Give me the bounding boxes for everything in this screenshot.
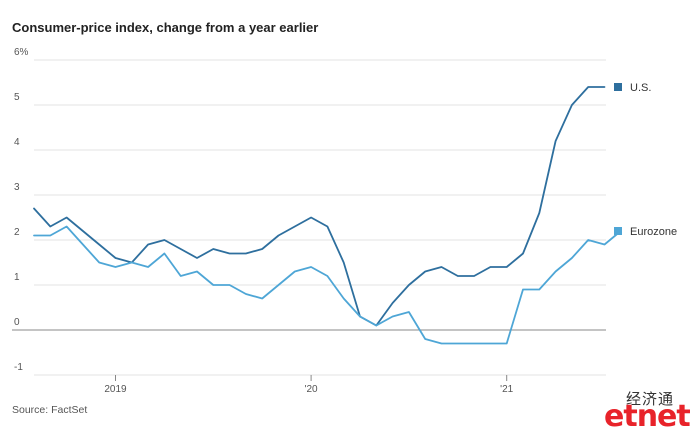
y-axis-ticks: 6% 5 4 3 2 1 0 -1: [14, 47, 29, 373]
series-lines: [33, 86, 622, 345]
x-tick-label: '20: [305, 384, 318, 395]
y-tick-label: -1: [14, 362, 23, 373]
legend-swatch: [614, 83, 622, 91]
legend-label: Eurozone: [630, 226, 677, 238]
y-tick-label: 3: [14, 182, 20, 193]
x-tick-label: '21: [500, 384, 513, 395]
series-line-us: [33, 86, 606, 327]
legend-label: U.S.: [630, 82, 651, 94]
chart-title: Consumer-price index, change from a year…: [12, 20, 319, 35]
source-note: Source: FactSet: [12, 404, 88, 416]
watermark-logo-cn: 经济通: [626, 390, 675, 408]
y-tick-label: 2: [14, 227, 20, 238]
series-line-eurozone: [33, 225, 622, 345]
x-axis-ticks: 2019 '20 '21: [104, 375, 514, 395]
legend: U.S. Eurozone: [614, 82, 677, 238]
y-tick-label: 5: [14, 92, 20, 103]
legend-swatch: [614, 227, 622, 235]
y-tick-label: 4: [14, 137, 20, 148]
y-tick-label: 0: [14, 317, 20, 328]
x-tick-label: 2019: [104, 384, 127, 395]
watermark-logo-en: etnet: [604, 399, 690, 434]
y-tick-label: 6%: [14, 47, 29, 58]
grid-lines: [12, 59, 606, 376]
y-tick-label: 1: [14, 272, 20, 283]
